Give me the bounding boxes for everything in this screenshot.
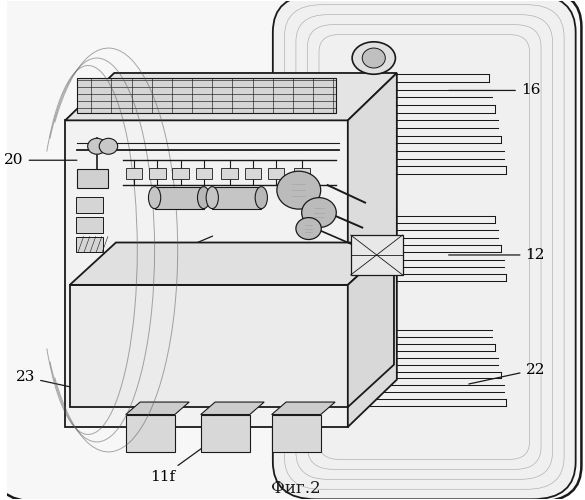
Polygon shape [126, 414, 175, 452]
Bar [75, 216, 103, 232]
Polygon shape [271, 414, 321, 452]
Polygon shape [201, 414, 250, 452]
Text: 11f: 11f [150, 448, 201, 484]
Ellipse shape [206, 186, 218, 208]
Bar [268, 168, 284, 179]
Bar [195, 168, 212, 179]
Bar [222, 168, 238, 179]
Text: 12: 12 [449, 248, 545, 262]
Ellipse shape [352, 42, 395, 74]
Bar [245, 168, 261, 179]
Polygon shape [212, 186, 261, 208]
Text: 16: 16 [449, 84, 541, 98]
Polygon shape [70, 285, 348, 407]
Circle shape [88, 138, 106, 154]
Polygon shape [77, 78, 336, 113]
Text: 23: 23 [16, 370, 103, 394]
Polygon shape [201, 402, 264, 414]
Text: 22: 22 [469, 362, 545, 384]
Text: 20: 20 [4, 153, 77, 167]
Polygon shape [65, 120, 348, 427]
Bar [75, 196, 103, 212]
Bar [149, 168, 166, 179]
Text: 21: 21 [158, 236, 212, 262]
Polygon shape [154, 186, 204, 208]
Polygon shape [348, 73, 397, 427]
Circle shape [296, 218, 321, 240]
Bar [77, 168, 108, 188]
Polygon shape [70, 242, 394, 285]
Polygon shape [348, 242, 394, 407]
Polygon shape [65, 73, 397, 120]
Polygon shape [271, 402, 335, 414]
Circle shape [277, 171, 321, 209]
Circle shape [362, 48, 386, 68]
Circle shape [302, 198, 336, 228]
Ellipse shape [149, 186, 161, 208]
Circle shape [99, 138, 118, 154]
Ellipse shape [255, 186, 267, 208]
Bar [75, 236, 103, 252]
Bar [173, 168, 188, 179]
FancyBboxPatch shape [273, 0, 576, 500]
Bar [350, 235, 402, 275]
Polygon shape [126, 402, 189, 414]
Text: Фиг.2: Фиг.2 [271, 480, 321, 497]
Bar [294, 168, 309, 179]
Bar [126, 168, 143, 179]
Ellipse shape [198, 186, 210, 208]
